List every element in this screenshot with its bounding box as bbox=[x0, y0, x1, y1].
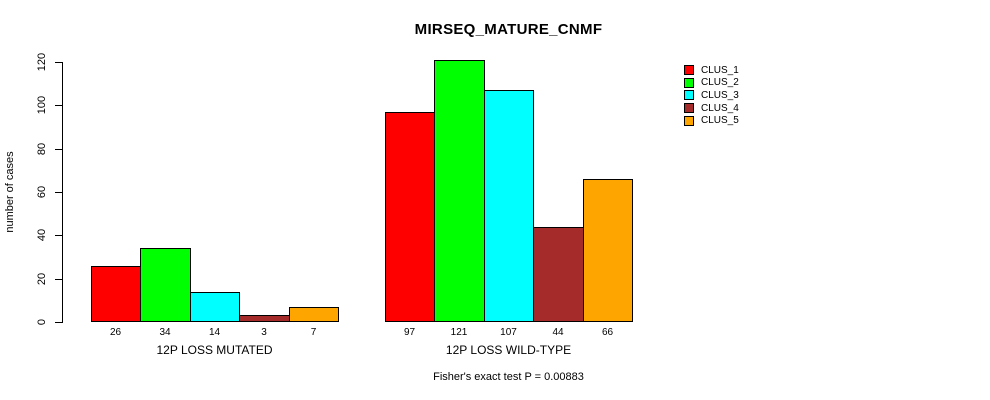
y-axis-tick-label: 120 bbox=[36, 52, 48, 72]
fisher-test-annotation: Fisher's exact test P = 0.00883 bbox=[433, 371, 584, 383]
bar-clus_4-1 bbox=[239, 315, 290, 322]
y-axis-line bbox=[62, 62, 63, 323]
bar-value-label: 26 bbox=[109, 327, 122, 338]
legend-swatch-icon bbox=[684, 65, 694, 76]
legend-item-clus_1: CLUS_1 bbox=[684, 64, 739, 77]
bar-value-label: 14 bbox=[208, 327, 221, 338]
y-axis-tick bbox=[55, 105, 62, 106]
y-axis-label: number of cases bbox=[4, 151, 16, 233]
legend-label: CLUS_3 bbox=[701, 89, 739, 101]
bar-clus_2-2 bbox=[434, 60, 485, 322]
bar-clus_5-2 bbox=[583, 179, 633, 322]
x-category-label: 12P LOSS MUTATED bbox=[156, 343, 273, 357]
y-axis-tick bbox=[55, 279, 62, 280]
legend-label: CLUS_5 bbox=[701, 115, 739, 127]
x-category-label: 12P LOSS WILD-TYPE bbox=[445, 343, 572, 357]
bar-value-label: 97 bbox=[403, 327, 416, 338]
bar-value-label: 66 bbox=[601, 327, 614, 338]
bar-clus_2-1 bbox=[140, 248, 191, 322]
y-axis-tick bbox=[55, 149, 62, 150]
bar-value-label: 107 bbox=[500, 327, 517, 338]
bar-value-label: 3 bbox=[261, 327, 267, 338]
y-axis-tick-label: 100 bbox=[36, 95, 48, 115]
y-axis-tick-label: 40 bbox=[36, 228, 48, 242]
legend-item-clus_4: CLUS_4 bbox=[684, 102, 739, 115]
legend-swatch-icon bbox=[684, 115, 694, 126]
legend-label: CLUS_4 bbox=[701, 102, 739, 114]
y-axis-tick-label: 60 bbox=[36, 185, 48, 199]
bar-clus_5-1 bbox=[289, 307, 339, 322]
legend-label: CLUS_1 bbox=[701, 64, 739, 76]
legend-label: CLUS_2 bbox=[701, 77, 739, 89]
bar-value-label: 44 bbox=[552, 327, 564, 338]
bar-clus_1-1 bbox=[91, 266, 141, 322]
bar-clus_1-2 bbox=[385, 112, 435, 322]
bar-value-label: 34 bbox=[159, 327, 171, 338]
y-axis-tick-label: 80 bbox=[36, 142, 48, 156]
legend-item-clus_5: CLUS_5 bbox=[684, 114, 739, 127]
legend-swatch-icon bbox=[684, 77, 694, 88]
legend-swatch-icon bbox=[684, 103, 694, 114]
legend-item-clus_3: CLUS_3 bbox=[684, 89, 739, 102]
y-axis-tick bbox=[55, 192, 62, 193]
bar-value-label: 7 bbox=[310, 327, 317, 338]
legend-swatch-icon bbox=[684, 90, 694, 101]
legend-item-clus_2: CLUS_2 bbox=[684, 77, 739, 90]
bar-clus_3-2 bbox=[484, 90, 534, 322]
bar-clus_3-1 bbox=[190, 292, 240, 322]
y-axis-tick bbox=[55, 322, 62, 323]
legend: CLUS_1 CLUS_2 CLUS_3 CLUS_4 CLUS_5 bbox=[684, 64, 739, 127]
bar-clus_4-2 bbox=[533, 227, 584, 322]
bar-value-label: 121 bbox=[450, 327, 468, 338]
chart-title: MIRSEQ_MATURE_CNMF bbox=[414, 21, 603, 38]
y-axis-tick bbox=[55, 235, 62, 236]
y-axis-tick bbox=[55, 62, 62, 63]
y-axis-tick-label: 0 bbox=[36, 318, 48, 326]
y-axis-tick-label: 20 bbox=[36, 272, 48, 286]
